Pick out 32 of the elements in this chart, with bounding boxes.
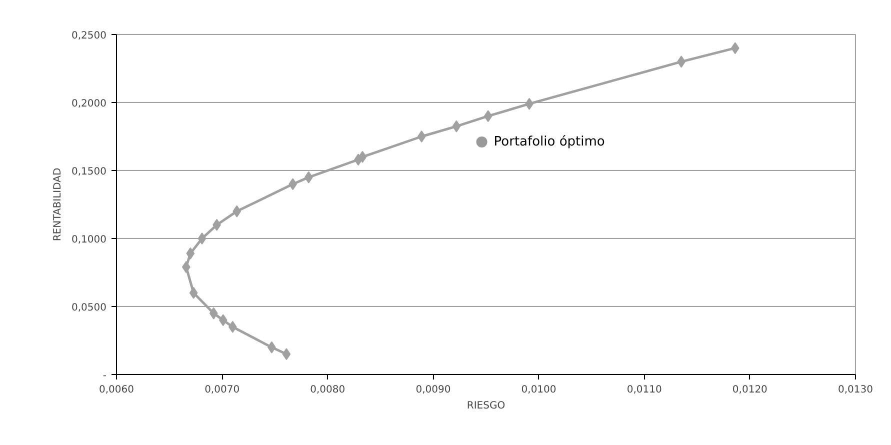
y-tick-label: 0,2500 — [72, 30, 107, 42]
y-axis-title: RENTABILIDAD — [52, 168, 64, 242]
point — [198, 232, 206, 244]
point — [186, 247, 195, 260]
y-tick-label: 0,1000 — [72, 234, 107, 246]
point — [209, 307, 218, 320]
point — [304, 171, 313, 184]
point — [452, 120, 461, 132]
point — [484, 110, 492, 122]
x-tick-label: 0,0060 — [99, 384, 134, 396]
series-label: Portafolio óptimo — [494, 134, 605, 150]
point — [476, 136, 488, 148]
point — [232, 205, 242, 218]
y-tick-label: 0,1500 — [72, 166, 107, 178]
x-tick-label: 0,0130 — [838, 384, 874, 396]
x-tick-label: 0,0110 — [626, 384, 662, 396]
y-tick-label: 0,2000 — [72, 98, 107, 110]
x-tick-label: 0,0080 — [310, 384, 346, 396]
point — [730, 42, 740, 54]
point — [228, 320, 237, 333]
x-tick-label: 0,0100 — [521, 384, 556, 396]
x-tick-label: 0,0120 — [732, 384, 768, 396]
point — [358, 150, 367, 163]
x-tick-label: 0,0090 — [416, 384, 451, 396]
point — [218, 314, 228, 326]
point — [417, 130, 426, 142]
x-tick-label: 0,0070 — [204, 384, 240, 396]
x-axis-title: RIESGO — [466, 400, 506, 412]
y-tick-label: 0,0500 — [72, 302, 107, 314]
y-tick-label: - — [102, 370, 107, 382]
point — [189, 286, 198, 299]
point — [282, 348, 291, 360]
